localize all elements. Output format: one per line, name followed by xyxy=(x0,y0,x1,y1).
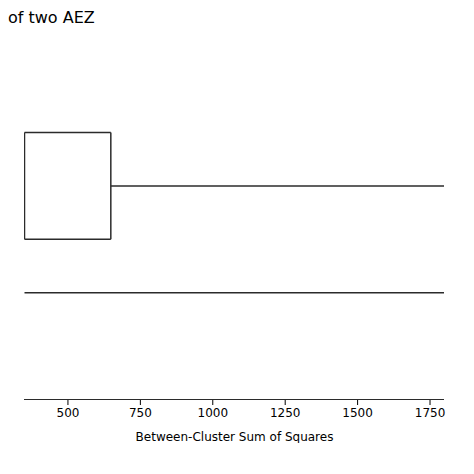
svg-text:1750: 1750 xyxy=(415,406,446,420)
html-text:of two AEZ: of two AEZ xyxy=(8,8,95,27)
svg-text:Between-Cluster Sum of Squares: Between-Cluster Sum of Squares xyxy=(136,430,334,444)
svg-text:500: 500 xyxy=(56,406,79,420)
svg-text:1250: 1250 xyxy=(270,406,301,420)
svg-text:1000: 1000 xyxy=(198,406,229,420)
svg-text:1500: 1500 xyxy=(342,406,373,420)
svg-text:750: 750 xyxy=(129,406,152,420)
